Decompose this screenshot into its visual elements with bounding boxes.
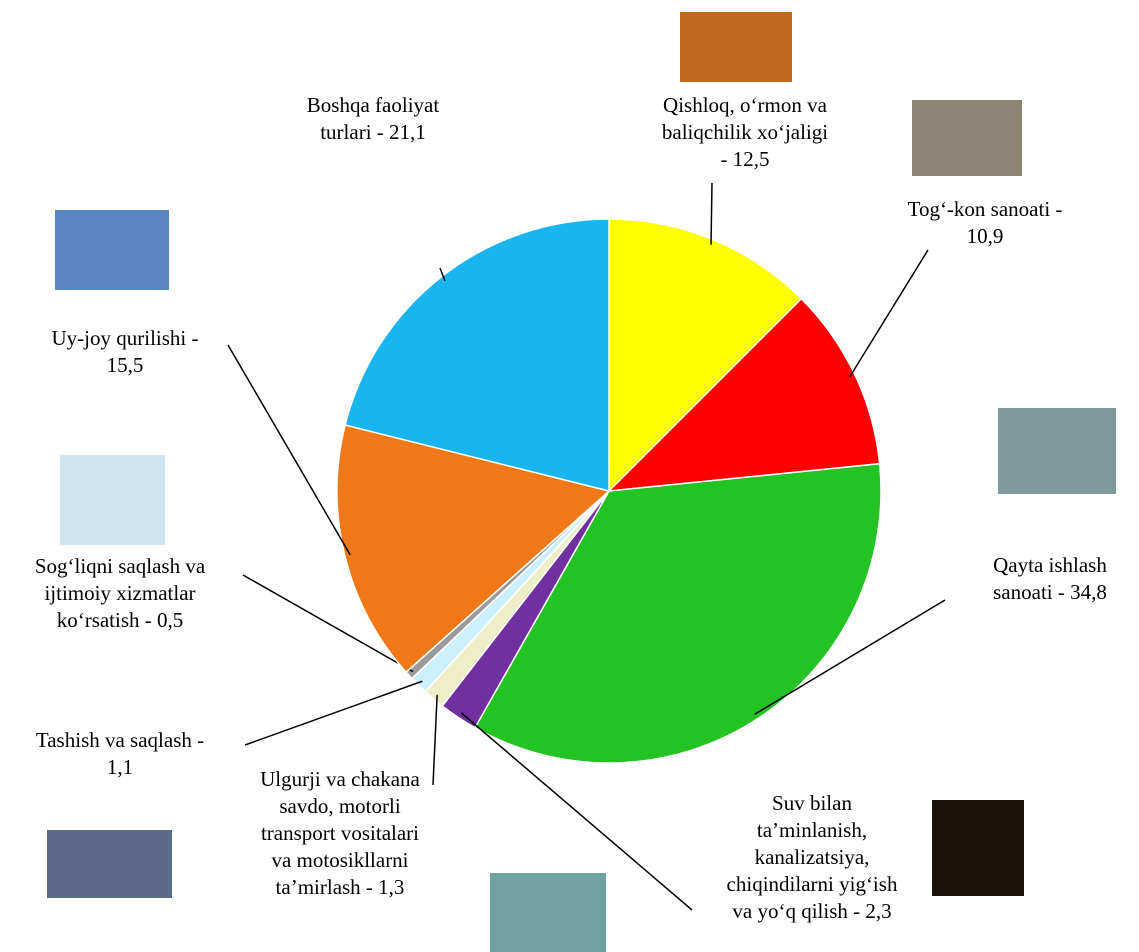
slice-label: Ulgurji va chakana savdo, motorli transp… xyxy=(260,767,420,899)
photo-transport xyxy=(47,830,172,898)
leader-line xyxy=(849,249,929,378)
pie-slice xyxy=(344,218,610,492)
leader-line xyxy=(227,344,351,556)
slice-label: Sog‘liqni saqlash va ijtimoiy xizmatlar … xyxy=(34,554,206,632)
photo-factory xyxy=(998,408,1116,494)
leader-line xyxy=(244,680,423,746)
slice-label: Suv bilan ta’minlanish, kanalizatsiya, c… xyxy=(726,791,898,923)
photo-housing xyxy=(55,210,169,290)
leader-line xyxy=(439,267,446,282)
photo-utilities xyxy=(932,800,1024,896)
photo-retail xyxy=(490,873,606,952)
slice-label: Tashish va saqlash - 1,1 xyxy=(35,728,205,779)
leader-line xyxy=(710,182,713,245)
slice-label: Qishloq, o‘rmon va baliqchilik xo‘jaligi… xyxy=(661,93,829,171)
slice-label: Tog‘-kon sanoati - 10,9 xyxy=(907,197,1063,248)
slice-label: Uy-joy qurilishi - 15,5 xyxy=(51,326,199,377)
slice-label: Boshqa faoliyat turlari - 21,1 xyxy=(306,93,440,144)
pie-slice xyxy=(608,218,803,493)
leader-line xyxy=(460,712,693,911)
photo-health xyxy=(60,455,165,545)
pie-slice xyxy=(336,424,611,674)
pie-slice xyxy=(606,297,881,492)
leader-line xyxy=(242,574,414,673)
photo-agriculture xyxy=(680,12,792,82)
photos xyxy=(47,12,1116,952)
leader-line xyxy=(754,599,946,715)
leader-line xyxy=(432,694,438,786)
slice-label: Qayta ishlash sanoati - 34,8 xyxy=(993,553,1107,604)
photo-mining xyxy=(912,100,1022,176)
pie-slice xyxy=(473,462,882,764)
